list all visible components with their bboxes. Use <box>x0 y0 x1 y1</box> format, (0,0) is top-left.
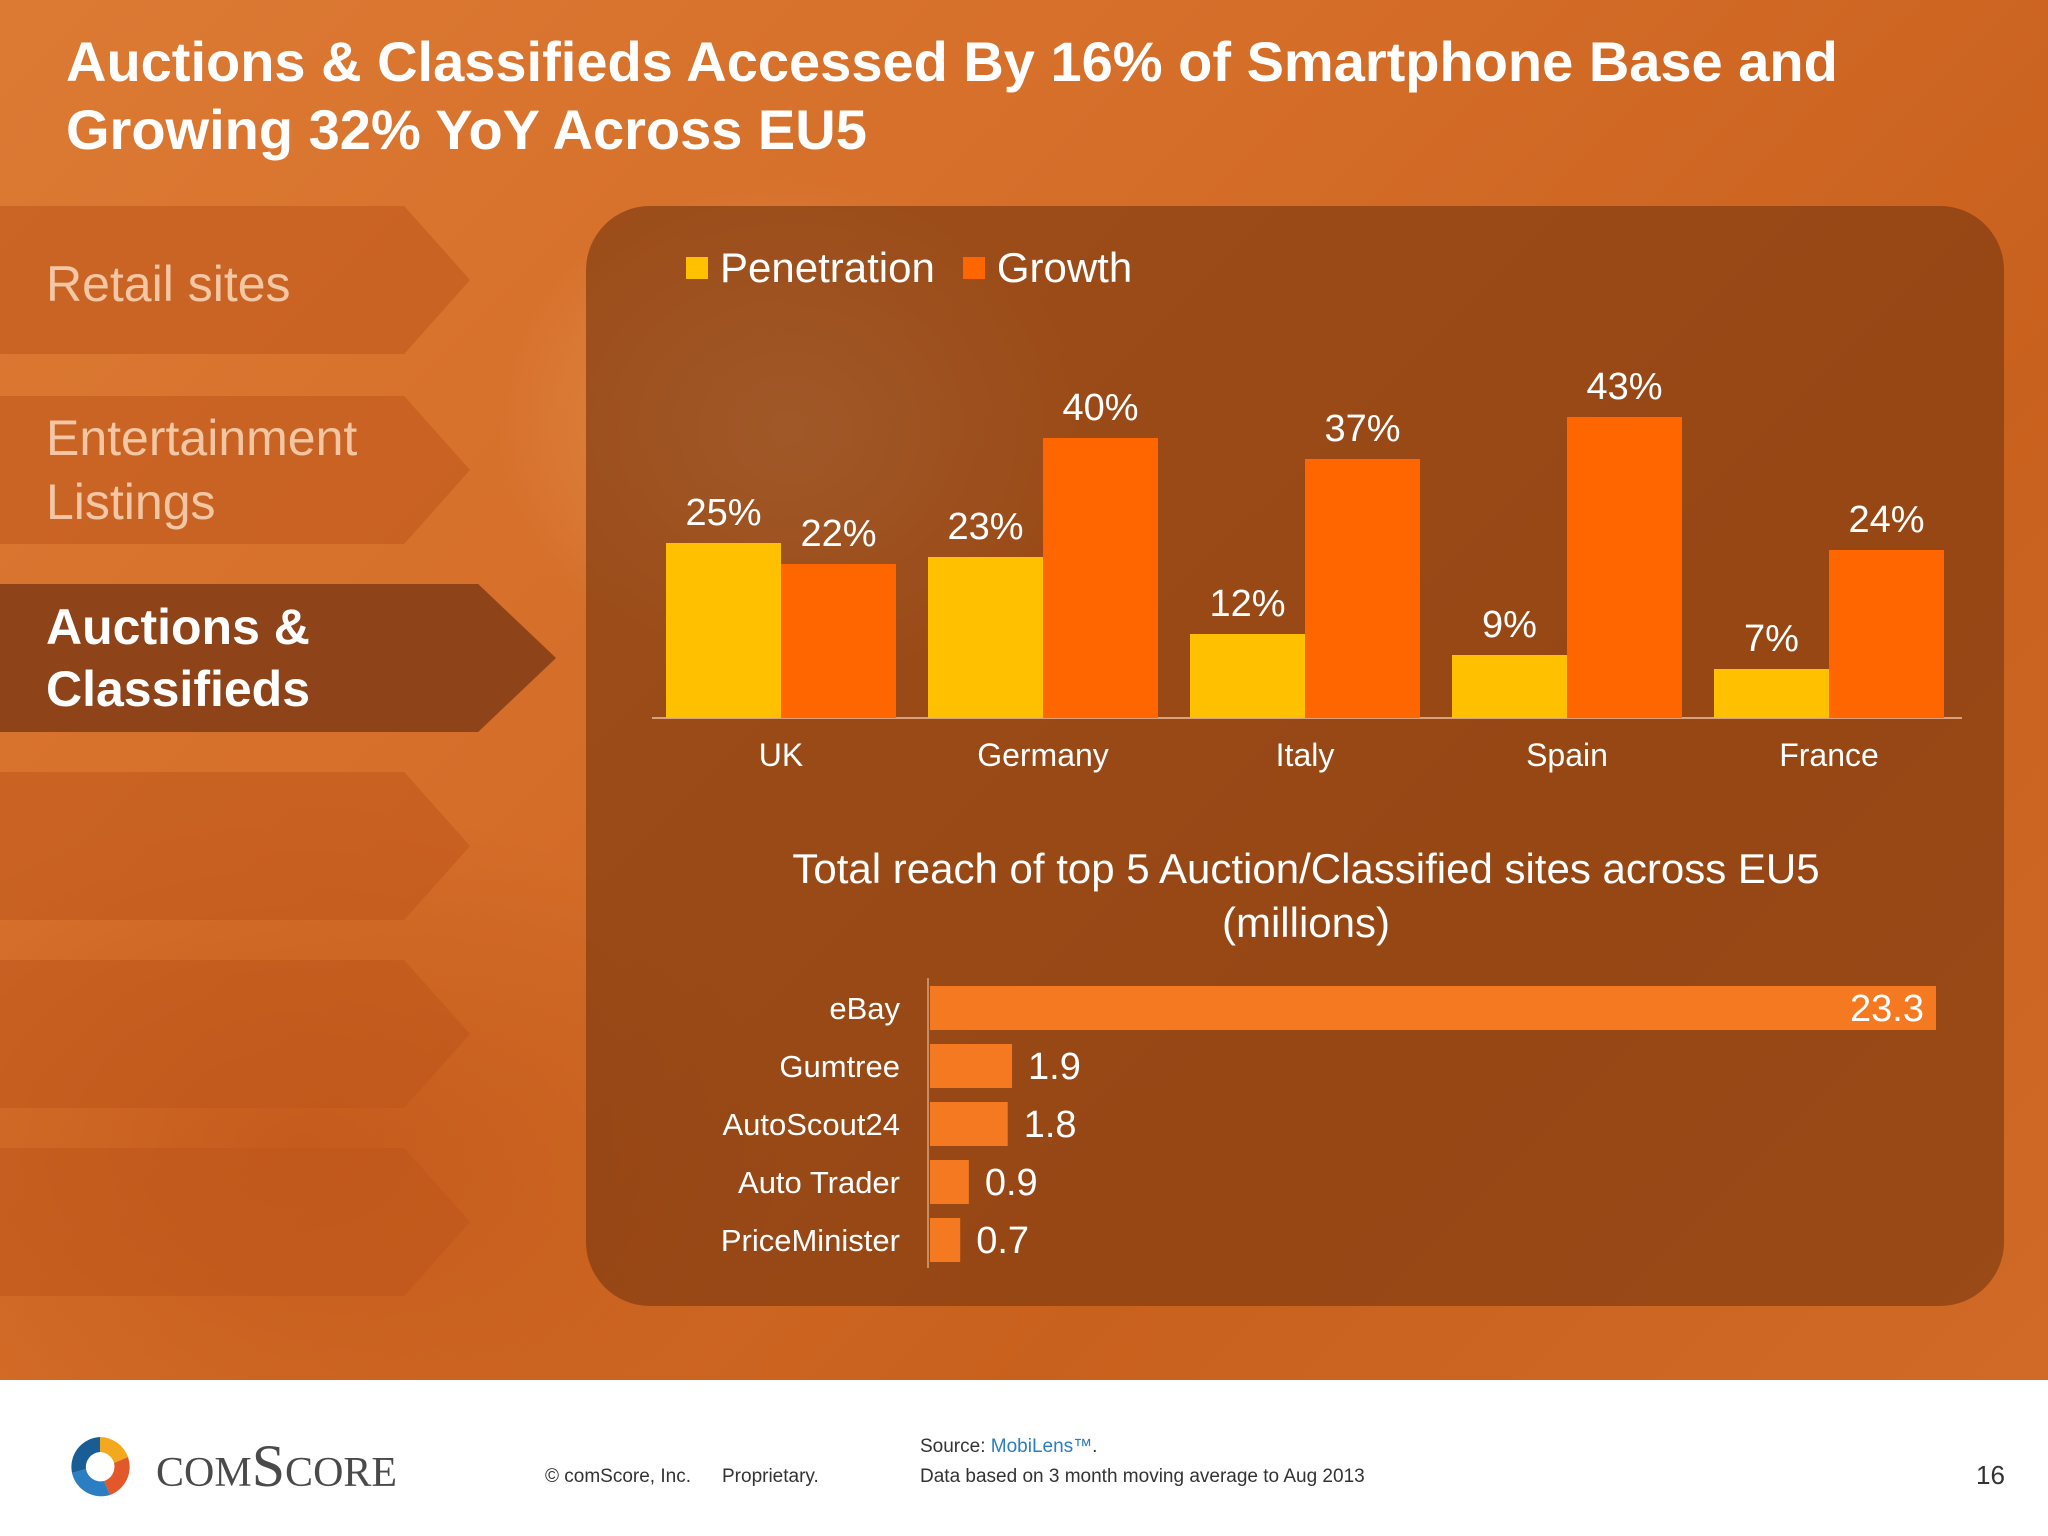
comscore-logo: comScore <box>66 1432 397 1501</box>
y-tick-label: PriceMinister <box>721 1223 900 1258</box>
reach-chart: eBay 23.3 Gumtree 1.9 AutoScout24 1.8 Auto Tra… <box>721 978 1936 1268</box>
x-tick-label: Italy <box>1276 737 1335 773</box>
data-label: 24% <box>1848 499 1924 541</box>
legend-label-growth: Growth <box>996 244 1133 291</box>
nav-item-label: Entertainment Listings <box>46 410 358 530</box>
data-label: 37% <box>1324 408 1400 450</box>
page-title: Auctions & Classifieds Accessed By 16% o… <box>66 30 1838 161</box>
data-label: 23.3 <box>1850 988 1924 1030</box>
bar-penetration-italy <box>1190 634 1305 718</box>
bar-penetration-france <box>1714 669 1829 718</box>
y-tick-label: Gumtree <box>779 1049 900 1084</box>
data-label: 0.9 <box>985 1162 1038 1204</box>
x-tick-label: Germany <box>977 737 1109 773</box>
footer-proprietary: Proprietary. <box>722 1466 819 1487</box>
y-tick-label: eBay <box>829 991 900 1026</box>
chart-panel: Penetration Growth 25% 22% UK 23% 40% Germany… <box>586 206 2004 1306</box>
reach-bar-ebay <box>930 986 1936 1030</box>
bar-growth-italy <box>1305 459 1420 718</box>
y-tick-label: Auto Trader <box>738 1165 900 1200</box>
reach-bar-auto-trader <box>930 1160 969 1204</box>
data-label: 12% <box>1209 583 1285 625</box>
bar-penetration-spain <box>1452 655 1567 718</box>
bar-growth-france <box>1829 550 1944 718</box>
data-label: 7% <box>1744 618 1799 660</box>
page-number: 16 <box>1976 1460 2005 1490</box>
x-tick-label: Spain <box>1526 737 1608 773</box>
data-label: 25% <box>685 492 761 534</box>
nav-item-label: Auctions & Classifieds <box>46 599 311 717</box>
reach-bar-autoscout24 <box>930 1102 1008 1146</box>
footer-copyright: © comScore, Inc. <box>545 1466 691 1487</box>
nav-item-label: Retail sites <box>46 256 291 312</box>
penetration-growth-chart: 25% 22% UK 23% 40% Germany 12% 37% Italy 9% 43% Spa… <box>652 366 1962 773</box>
legend-label-penetration: Penetration <box>720 244 935 291</box>
nav-item-auctions-classifieds[interactable]: Auctions & Classifieds <box>0 584 556 732</box>
nav-item-empty-4[interactable] <box>0 772 470 920</box>
bar-penetration-uk <box>666 543 781 718</box>
bar-growth-germany <box>1043 438 1158 718</box>
chart-legend: Penetration Growth <box>686 244 1132 292</box>
nav-item-empty-5[interactable] <box>0 960 470 1108</box>
data-label: 1.9 <box>1028 1046 1081 1088</box>
source-label: Source: <box>920 1436 991 1457</box>
growth-legend-swatch <box>962 257 985 279</box>
source-link[interactable]: MobiLens™ <box>990 1436 1093 1457</box>
x-tick-label: France <box>1779 737 1879 773</box>
y-tick-label: AutoScout24 <box>722 1107 900 1142</box>
data-label: 23% <box>947 506 1023 548</box>
bar-growth-uk <box>781 564 896 718</box>
reach-bar-gumtree <box>930 1044 1013 1088</box>
data-label: 9% <box>1482 604 1537 646</box>
data-label: 43% <box>1586 366 1662 408</box>
footer-source: Source: MobiLens™. <box>920 1436 1097 1458</box>
comscore-logo-icon <box>71 1436 130 1496</box>
nav-item-entertainment-listings[interactable]: Entertainment Listings <box>0 396 470 544</box>
reach-bar-priceminister <box>930 1218 961 1262</box>
data-label: 22% <box>800 513 876 555</box>
footer-note: Data based on 3 month moving average to … <box>920 1466 1365 1487</box>
x-tick-label: UK <box>759 737 803 773</box>
penetration-legend-swatch <box>686 257 708 279</box>
data-label: 1.8 <box>1024 1104 1077 1146</box>
data-label: 0.7 <box>976 1220 1029 1262</box>
nav-item-retail-sites[interactable]: Retail sites <box>0 206 470 354</box>
reach-chart-title: Total reach of top 5 Auction/Classified … <box>792 845 1820 946</box>
data-label: 40% <box>1062 387 1138 429</box>
bar-penetration-germany <box>928 557 1043 718</box>
comscore-logo-text: comScore <box>156 1433 398 1499</box>
footer: comScore © comScore, Inc. Proprietary. S… <box>0 1380 2048 1536</box>
slide-background: Auctions & Classifieds Accessed By 16% o… <box>0 0 2048 1380</box>
bar-growth-spain <box>1567 417 1682 718</box>
source-period: . <box>1092 1436 1098 1457</box>
nav-item-empty-6[interactable] <box>0 1148 470 1296</box>
